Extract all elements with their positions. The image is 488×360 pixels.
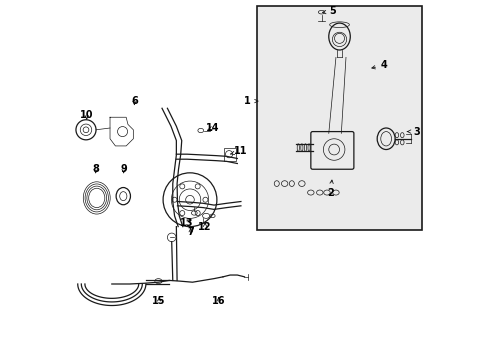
Text: 9: 9 xyxy=(120,164,127,174)
Text: 16: 16 xyxy=(211,296,225,306)
Text: 12: 12 xyxy=(198,222,211,231)
Bar xyxy=(223,148,236,161)
Text: 13: 13 xyxy=(180,218,193,228)
Text: 14: 14 xyxy=(205,123,219,133)
Text: 10: 10 xyxy=(80,111,93,121)
Bar xyxy=(257,6,421,230)
Text: 6: 6 xyxy=(131,96,138,106)
Text: 1: 1 xyxy=(244,96,258,106)
Text: 4: 4 xyxy=(371,60,387,70)
Text: 15: 15 xyxy=(152,296,165,306)
Text: 11: 11 xyxy=(230,146,246,156)
Text: 5: 5 xyxy=(322,6,335,17)
Text: 3: 3 xyxy=(407,127,419,136)
Text: 7: 7 xyxy=(187,227,194,237)
Text: 2: 2 xyxy=(326,180,333,198)
Text: 8: 8 xyxy=(92,164,99,174)
